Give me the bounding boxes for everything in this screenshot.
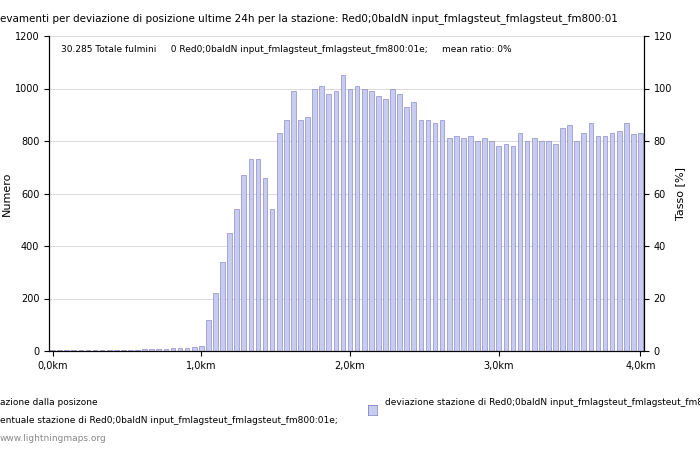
Bar [518, 133, 522, 351]
Text: www.lightningmaps.org: www.lightningmaps.org [0, 434, 106, 443]
Bar [185, 348, 190, 351]
Text: azione dalla posizone: azione dalla posizone [0, 398, 97, 407]
Bar [334, 91, 338, 351]
Bar [390, 89, 395, 351]
Bar [164, 349, 168, 351]
Bar [624, 122, 629, 351]
Bar [589, 122, 593, 351]
Bar [277, 133, 281, 351]
Bar [575, 141, 579, 351]
Bar [405, 107, 409, 351]
Bar [206, 320, 211, 351]
Bar [228, 233, 232, 351]
Bar [92, 350, 97, 351]
Bar [341, 75, 345, 351]
Bar [539, 141, 544, 351]
Bar [553, 144, 558, 351]
Bar [525, 141, 529, 351]
Bar [171, 348, 175, 351]
Bar [638, 133, 643, 351]
Bar [419, 120, 423, 351]
Bar [532, 139, 536, 351]
Text: evamenti per deviazione di posizione ultime 24h per la stazione: Red0;0baldN inp: evamenti per deviazione di posizione ult… [0, 14, 618, 24]
Bar [454, 136, 458, 351]
Bar [270, 209, 274, 351]
Bar [262, 178, 267, 351]
Bar [348, 89, 352, 351]
Text: entuale stazione di Red0;0baldN input_fmlagsteut_fmlagsteut_fm800:01e;: entuale stazione di Red0;0baldN input_fm… [0, 416, 337, 425]
Bar [447, 139, 452, 351]
Bar [362, 89, 367, 351]
Bar [426, 120, 430, 351]
Bar [256, 159, 260, 351]
Bar [433, 122, 438, 351]
Bar [383, 99, 388, 351]
Bar [78, 350, 83, 351]
Bar [596, 136, 601, 351]
Bar [631, 135, 636, 351]
Bar [121, 350, 126, 351]
Bar [503, 144, 508, 351]
Bar [234, 209, 239, 351]
Bar [284, 120, 288, 351]
Bar [560, 128, 565, 351]
Bar [128, 350, 133, 351]
Bar [603, 136, 608, 351]
Bar [567, 125, 572, 351]
Y-axis label: Numero: Numero [2, 171, 12, 216]
Bar [114, 350, 118, 351]
Text: deviazione stazione di Red0;0baldN input_fmlagsteut_fmlagsteut_fm800:01e;: deviazione stazione di Red0;0baldN input… [385, 398, 700, 407]
Bar [582, 133, 586, 351]
Bar [610, 133, 615, 351]
Bar [248, 159, 253, 351]
Bar [482, 139, 487, 351]
Y-axis label: Tasso [%]: Tasso [%] [675, 167, 685, 220]
Bar [355, 86, 359, 351]
Bar [398, 94, 402, 351]
Bar [369, 91, 374, 351]
Bar [312, 89, 317, 351]
Bar [461, 139, 466, 351]
Bar [135, 350, 140, 351]
Bar [142, 349, 147, 351]
Bar [178, 348, 182, 351]
Bar [319, 86, 324, 351]
Bar [475, 141, 480, 351]
Bar [192, 347, 197, 351]
Bar [220, 262, 225, 351]
Bar [511, 146, 515, 351]
Bar [546, 141, 551, 351]
Bar [149, 349, 154, 351]
Bar [496, 146, 501, 351]
Bar [617, 130, 622, 351]
Bar [489, 141, 494, 351]
Bar [107, 350, 111, 351]
Bar [199, 346, 204, 351]
Bar [241, 175, 246, 351]
Bar [291, 91, 295, 351]
Bar [298, 120, 303, 351]
Text: 30.285 Totale fulmini     0 Red0;0baldN input_fmlagsteut_fmlagsteut_fm800:01e;  : 30.285 Totale fulmini 0 Red0;0baldN inpu… [61, 45, 512, 54]
Bar [440, 120, 444, 351]
Bar [64, 350, 69, 351]
Bar [326, 94, 331, 351]
Bar [305, 117, 310, 351]
Bar [376, 96, 381, 351]
Bar [214, 293, 218, 351]
Bar [412, 102, 416, 351]
Bar [468, 136, 472, 351]
Bar [157, 349, 161, 351]
